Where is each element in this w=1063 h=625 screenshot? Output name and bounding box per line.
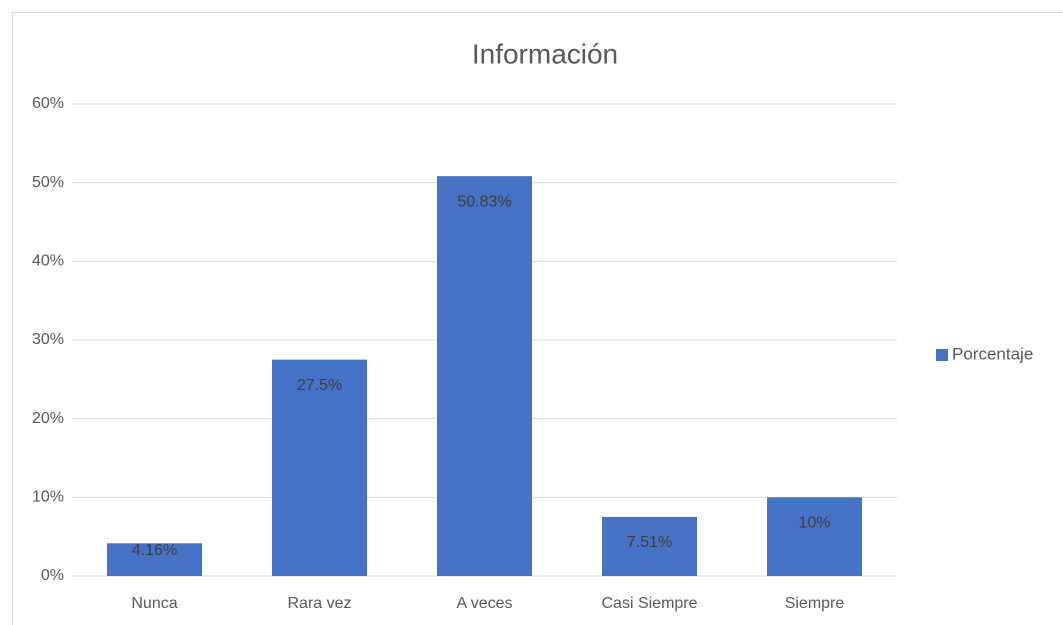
data-label: 27.5% xyxy=(297,377,342,394)
legend-swatch xyxy=(936,349,948,361)
bar xyxy=(437,176,532,576)
data-label: 4.16% xyxy=(132,542,177,559)
x-tick-label: Siempre xyxy=(785,595,845,612)
data-label: 7.51% xyxy=(627,534,672,551)
bar xyxy=(107,543,202,576)
y-tick-label: 30% xyxy=(32,331,64,348)
chart-title: Información xyxy=(472,38,618,69)
y-tick-label: 20% xyxy=(32,410,64,427)
x-tick-label: Casi Siempre xyxy=(601,595,697,612)
y-tick-label: 40% xyxy=(32,253,64,270)
x-tick-label: Rara vez xyxy=(287,595,351,612)
chart-frame xyxy=(12,12,1063,625)
bar xyxy=(272,359,367,576)
y-tick-label: 60% xyxy=(32,95,64,112)
y-tick-label: 50% xyxy=(32,174,64,191)
bar xyxy=(602,516,697,576)
x-tick-label: A veces xyxy=(456,595,512,612)
y-tick-label: 0% xyxy=(41,567,64,584)
data-label: 50.83% xyxy=(457,193,511,210)
legend-label: Porcentaje xyxy=(952,344,1033,363)
bar xyxy=(767,497,862,576)
data-label: 10% xyxy=(798,515,830,532)
x-tick-label: Nunca xyxy=(131,595,177,612)
y-tick-label: 10% xyxy=(32,489,64,506)
